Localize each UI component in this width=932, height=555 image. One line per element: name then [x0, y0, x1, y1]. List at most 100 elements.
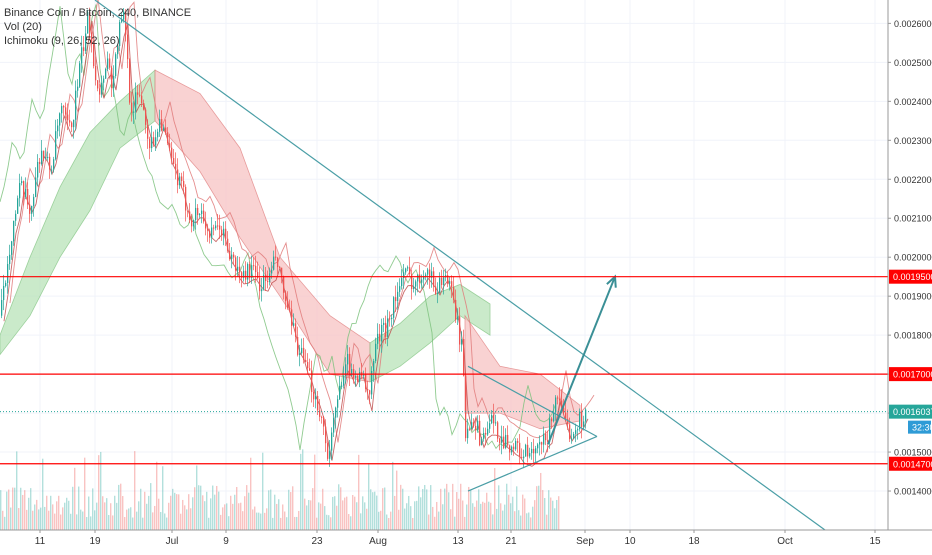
candle-body [487, 428, 489, 435]
candle-body [113, 76, 115, 89]
current-price-label-box [889, 404, 932, 419]
time-axis-background [0, 530, 932, 550]
volume-bar [428, 514, 430, 530]
volume-bar [268, 490, 270, 530]
candle-body [511, 446, 513, 453]
volume-bar [464, 516, 466, 530]
volume-bar [214, 494, 216, 530]
projection-arrow [547, 276, 616, 445]
volume-bar [70, 513, 72, 530]
volume-bar [518, 510, 520, 530]
volume-bar [524, 498, 526, 530]
candle-body [485, 432, 487, 435]
candle-body [405, 268, 407, 273]
volume-bar [430, 485, 432, 530]
volume-bar [176, 494, 178, 530]
volume-bar [240, 502, 242, 530]
candle-body [203, 210, 205, 222]
volume-bar [212, 485, 214, 530]
candle-body [297, 336, 299, 355]
volume-bar [492, 514, 494, 530]
volume-bar [484, 502, 486, 530]
candle-body [127, 34, 129, 60]
volume-bar [300, 453, 302, 530]
volume-bar [206, 491, 208, 530]
volume-bar [350, 516, 352, 530]
candle-body [233, 254, 235, 258]
candle-body [453, 286, 455, 300]
legend-ichimoku[interactable]: Ichimoku (9, 26, 52, 26) [4, 35, 120, 47]
candle-body [377, 333, 379, 344]
volume-bar [432, 506, 434, 530]
volume-bar [306, 505, 308, 530]
volume-bar [210, 498, 212, 530]
candle-body [225, 228, 227, 239]
volume-bar [74, 467, 76, 530]
candle-body [267, 280, 269, 283]
candle-body [463, 339, 465, 376]
candle-body [171, 147, 173, 159]
volume-bar [224, 504, 226, 530]
volume-bar [328, 515, 330, 530]
volume-bar [420, 497, 422, 530]
legend-symbol[interactable]: Binance Coin / Bitcoin, 240, BINANCE [4, 7, 192, 19]
legend-volume[interactable]: Vol (20) [4, 21, 42, 33]
current-price-label: 0.0016037 [893, 407, 932, 417]
volume-bar [312, 488, 314, 530]
volume-bar [174, 492, 176, 530]
candle-body [547, 440, 549, 442]
candle-body [583, 421, 585, 427]
candle-body [467, 428, 469, 439]
volume-bar [282, 504, 284, 530]
volume-bar [118, 484, 120, 530]
candle-body [531, 448, 533, 454]
candle-body [93, 44, 95, 67]
candle-body [353, 369, 355, 378]
volume-bar [164, 513, 166, 530]
volume-bar [444, 488, 446, 530]
candle-body [145, 109, 147, 125]
volume-bar [318, 502, 320, 530]
candle-body [537, 444, 539, 449]
volume-bar [422, 488, 424, 530]
candle-body [355, 376, 357, 378]
candle-body [169, 143, 171, 148]
volume-bar [226, 503, 228, 530]
candle-body [293, 323, 295, 326]
candle-body [343, 375, 345, 386]
candle-body [303, 347, 305, 361]
volume-bar [418, 486, 420, 530]
candle-body [479, 420, 481, 446]
candle-body [165, 127, 167, 133]
volume-bar [46, 495, 48, 530]
volume-bar [372, 492, 374, 530]
volume-bar [262, 452, 264, 530]
candle-body [235, 257, 237, 271]
volume-bar [510, 503, 512, 530]
candle-body [139, 94, 141, 96]
candle-body [515, 441, 517, 450]
volume-bar [80, 509, 82, 530]
candle-body [251, 265, 253, 278]
candle-body [21, 181, 23, 184]
candle-body [327, 443, 329, 459]
volume-bar [334, 496, 336, 530]
volume-bar [194, 487, 196, 530]
volume-bar [114, 495, 116, 530]
candle-body [273, 256, 275, 270]
volume-bar [384, 487, 386, 530]
candle-body [347, 353, 349, 365]
volume-bar [116, 502, 118, 530]
candle-body [541, 442, 543, 445]
volume-bar [66, 497, 68, 530]
candle-body [215, 225, 217, 229]
candle-body [241, 272, 243, 278]
volume-bar [218, 491, 220, 530]
volume-bar [332, 496, 334, 530]
candle-body [369, 390, 371, 395]
